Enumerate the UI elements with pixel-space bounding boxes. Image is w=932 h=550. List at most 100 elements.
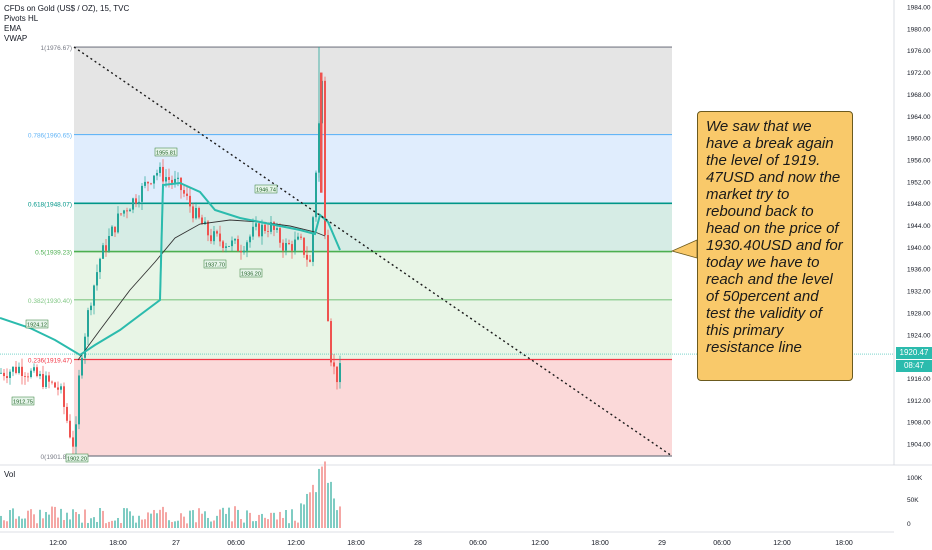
candle-body bbox=[36, 367, 38, 377]
candle-body bbox=[78, 375, 80, 425]
ema-line bbox=[0, 181, 341, 357]
pivot-box bbox=[25, 319, 49, 329]
candle-body bbox=[246, 242, 248, 251]
time-tick-label: 12:00 bbox=[773, 540, 791, 547]
volume-bar bbox=[90, 518, 92, 528]
candle-body bbox=[249, 236, 251, 243]
analysis-callout[interactable]: We saw that we have a break again the le… bbox=[697, 111, 853, 381]
candle-body bbox=[279, 228, 281, 243]
volume-bar bbox=[234, 506, 236, 528]
candle-body bbox=[141, 185, 143, 202]
candle-body bbox=[174, 178, 176, 183]
volume-bar bbox=[225, 513, 227, 528]
indicator-ema[interactable]: EMA bbox=[4, 24, 22, 33]
volume-bar bbox=[189, 510, 191, 528]
volume-bar bbox=[141, 519, 143, 528]
volume-bar bbox=[300, 503, 302, 528]
candle-body bbox=[213, 231, 215, 242]
candle-body bbox=[225, 246, 227, 248]
volume-bar bbox=[84, 509, 86, 528]
volume-bar bbox=[87, 522, 89, 528]
volume-bar bbox=[294, 520, 296, 528]
candle-body bbox=[282, 242, 284, 251]
indicator-pivots[interactable]: Pivots HL bbox=[4, 14, 39, 23]
price-tick-label: 1972.00 bbox=[907, 70, 931, 77]
time-tick-label: 18:00 bbox=[835, 540, 853, 547]
volume-bar bbox=[180, 513, 182, 528]
vwap-line bbox=[77, 219, 326, 361]
candle-body bbox=[228, 246, 230, 247]
price-tick-label: 1916.00 bbox=[907, 376, 931, 383]
volume-bar bbox=[57, 517, 59, 528]
candle-body bbox=[291, 244, 293, 251]
time-tick-label: 06:00 bbox=[227, 540, 245, 547]
volume-bar bbox=[30, 509, 32, 528]
candle-body bbox=[54, 382, 56, 388]
candle-body bbox=[123, 210, 125, 214]
volume-bar bbox=[255, 521, 257, 528]
volume-bar bbox=[105, 523, 107, 528]
candle-body bbox=[162, 166, 164, 182]
pivot-label: 1912.75 bbox=[13, 400, 33, 406]
volume-bar bbox=[177, 520, 179, 528]
volume-bar bbox=[21, 518, 23, 528]
candle-body bbox=[198, 207, 200, 218]
volume-bar bbox=[24, 518, 26, 528]
volume-bar bbox=[288, 523, 290, 528]
candle-body bbox=[156, 172, 158, 176]
candle-body bbox=[66, 406, 68, 421]
volume-bar bbox=[93, 517, 95, 528]
volume-bar bbox=[0, 515, 2, 528]
indicator-vwap[interactable]: VWAP bbox=[4, 34, 28, 43]
volume-bar bbox=[153, 509, 155, 528]
volume-bar bbox=[210, 521, 212, 528]
volume-tick-label: 0 bbox=[907, 521, 911, 528]
volume-bar bbox=[174, 521, 176, 528]
candle-body bbox=[3, 372, 5, 377]
volume-bar bbox=[321, 466, 323, 528]
candle-body bbox=[6, 376, 8, 378]
pivot-box bbox=[11, 396, 35, 406]
volume-bar bbox=[117, 517, 119, 528]
volume-bar bbox=[267, 519, 269, 528]
volume-bar bbox=[183, 516, 185, 528]
volume-bar bbox=[135, 522, 137, 528]
price-tick-label: 1960.00 bbox=[907, 136, 931, 143]
pivot-box bbox=[154, 147, 178, 157]
time-tick-label: 06:00 bbox=[713, 540, 731, 547]
volume-bar bbox=[258, 514, 260, 528]
volume-bar bbox=[261, 513, 263, 528]
candle-body bbox=[111, 226, 113, 236]
candle-body bbox=[192, 206, 194, 219]
volume-bar bbox=[327, 482, 329, 528]
volume-bar bbox=[51, 506, 53, 528]
candle-body bbox=[33, 367, 35, 371]
volume-bar bbox=[6, 521, 8, 528]
candle-body bbox=[168, 177, 170, 180]
volume-bar bbox=[15, 518, 17, 528]
price-tick-label: 1948.00 bbox=[907, 201, 931, 208]
fib-band-5 bbox=[74, 359, 672, 457]
fib-band-4 bbox=[74, 299, 672, 360]
candle-body bbox=[234, 238, 236, 241]
volume-bar bbox=[54, 506, 56, 528]
volume-bar bbox=[237, 509, 239, 528]
pivot-label: 1936.20 bbox=[241, 272, 261, 278]
symbol-title[interactable]: CFDs on Gold (US$ / OZ), 15, TVC bbox=[4, 4, 130, 13]
volume-bar bbox=[240, 519, 242, 528]
volume-bar bbox=[78, 514, 80, 528]
volume-bar bbox=[159, 509, 161, 528]
fib-label-1: 1(1976.67) bbox=[41, 45, 72, 52]
volume-bar bbox=[312, 484, 314, 528]
candle-body bbox=[138, 201, 140, 204]
price-tick-label: 1980.00 bbox=[907, 26, 931, 33]
fib-label-0.786: 0.786(1960.65) bbox=[28, 133, 72, 140]
candle-body bbox=[330, 321, 332, 363]
candle-body bbox=[75, 424, 77, 447]
time-tick-label: 18:00 bbox=[347, 540, 365, 547]
candle-body bbox=[240, 251, 242, 253]
candle-body bbox=[165, 177, 167, 182]
candle-body bbox=[333, 362, 335, 367]
candle-body bbox=[222, 241, 224, 248]
